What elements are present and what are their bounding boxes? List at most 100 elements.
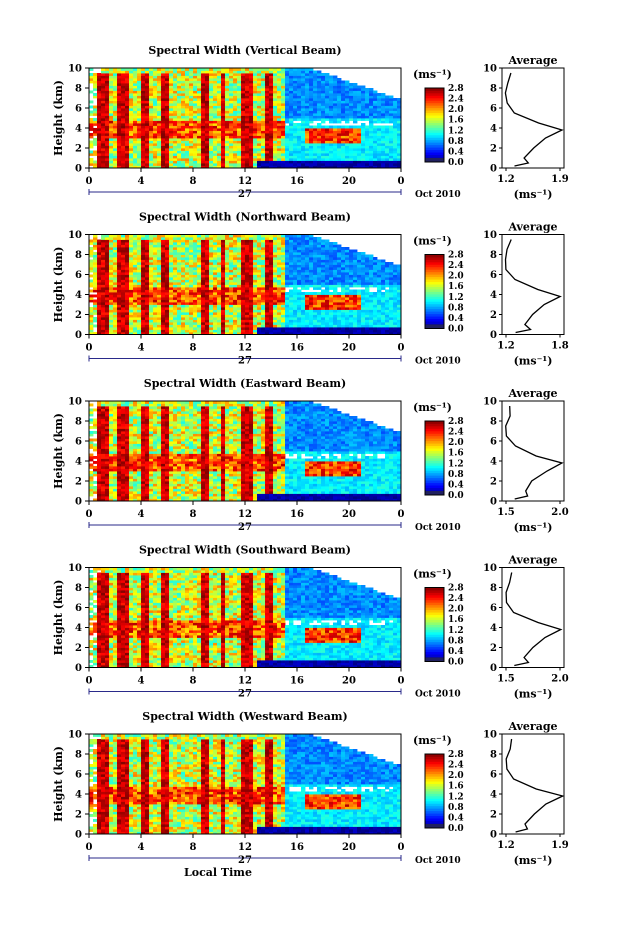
heatmap-cell xyxy=(141,332,146,335)
heatmap-cell xyxy=(129,120,134,124)
heatmap-cell xyxy=(137,163,142,166)
heatmap-cell xyxy=(357,317,362,320)
heatmap-cell xyxy=(113,143,118,146)
heatmap-cell xyxy=(177,302,182,305)
heatmap-cell xyxy=(357,297,362,300)
heatmap-cell xyxy=(393,274,398,278)
heatmap-cell xyxy=(357,284,362,288)
heatmap-cell xyxy=(141,327,146,330)
heatmap-cell xyxy=(137,128,142,131)
heatmap-cell xyxy=(233,282,238,285)
heatmap-cell xyxy=(149,299,154,303)
heatmap-cell xyxy=(381,100,386,104)
heatmap-cell xyxy=(253,158,258,161)
heatmap-cell xyxy=(269,155,274,159)
heatmap-cell xyxy=(193,93,198,96)
heatmap-cell xyxy=(349,299,354,303)
heatmap-cell xyxy=(233,299,238,303)
heatmap-cell xyxy=(173,143,178,146)
heatmap-cell xyxy=(169,322,174,325)
heatmap-cell xyxy=(237,100,242,104)
heatmap-cell xyxy=(117,138,122,141)
heatmap-cell xyxy=(385,312,390,315)
heatmap-cell xyxy=(149,108,154,111)
heatmap-cell xyxy=(329,125,334,129)
heatmap-cell xyxy=(141,148,146,151)
heatmap-cell xyxy=(161,103,166,106)
heatmap-cell xyxy=(321,83,326,86)
heatmap-cell xyxy=(197,105,202,109)
heatmap-cell xyxy=(129,327,134,330)
heatmap-cell xyxy=(153,160,158,164)
profile-y-tick-label: 8 xyxy=(490,84,497,95)
heatmap-cell xyxy=(201,110,206,114)
heatmap-cell xyxy=(293,284,298,288)
heatmap-cell xyxy=(357,309,362,313)
heatmap-cell xyxy=(369,108,374,111)
heatmap-cell xyxy=(317,309,322,313)
heatmap-cell xyxy=(361,128,366,131)
heatmap-cell xyxy=(277,322,282,325)
heatmap-cell xyxy=(153,118,158,121)
heatmap-cell xyxy=(177,277,182,280)
heatmap-cell xyxy=(313,128,318,131)
heatmap-cell xyxy=(365,302,370,305)
heatmap-cell xyxy=(117,299,122,303)
heatmap-cell xyxy=(373,279,378,283)
heatmap-cell xyxy=(297,279,302,283)
heatmap-cell xyxy=(289,148,294,151)
heatmap-cell xyxy=(341,165,346,169)
heatmap-cell xyxy=(361,324,366,328)
heatmap-cell xyxy=(189,322,194,325)
heatmap-cell xyxy=(109,90,114,94)
heatmap-cell xyxy=(101,148,106,151)
heatmap-cell xyxy=(113,93,118,96)
heatmap-cell xyxy=(109,309,114,313)
heatmap-cell xyxy=(325,88,330,91)
heatmap-cell xyxy=(397,130,402,134)
heatmap-cell xyxy=(113,163,118,166)
heatmap-cell xyxy=(165,70,170,74)
heatmap-cell xyxy=(269,78,274,81)
heatmap-cell xyxy=(273,309,278,313)
heatmap-cell xyxy=(153,319,158,323)
heatmap-cell xyxy=(117,158,122,161)
heatmap-cell xyxy=(369,123,374,126)
heatmap-cell xyxy=(285,294,290,298)
heatmap-cell xyxy=(145,299,150,303)
heatmap-cell xyxy=(161,148,166,151)
heatmap-cell xyxy=(133,269,138,273)
heatmap-cell xyxy=(273,145,278,149)
heatmap-cell xyxy=(373,100,378,104)
heatmap-cell xyxy=(221,88,226,91)
heatmap-cell xyxy=(341,103,346,106)
heatmap-cell xyxy=(101,110,106,114)
heatmap-cell xyxy=(217,322,222,325)
heatmap-cell xyxy=(141,297,146,300)
heatmap-cell xyxy=(313,322,318,325)
heatmap-cell xyxy=(289,75,294,79)
heatmap-cell xyxy=(217,299,222,303)
heatmap-cell xyxy=(265,322,270,325)
heatmap-cell xyxy=(169,158,174,161)
heatmap-cell xyxy=(325,98,330,101)
heatmap-cell xyxy=(353,302,358,305)
heatmap-cell xyxy=(289,299,294,303)
heatmap-cell xyxy=(373,299,378,303)
heatmap-cell xyxy=(113,297,118,300)
heatmap-cell xyxy=(129,78,134,81)
heatmap-cell xyxy=(361,163,366,166)
heatmap-cell xyxy=(149,68,154,71)
heatmap-cell xyxy=(189,78,194,81)
heatmap-cell xyxy=(333,130,338,134)
heatmap-cell xyxy=(317,319,322,323)
heatmap-cell xyxy=(321,88,326,91)
heatmap-cell xyxy=(117,88,122,91)
heatmap-cell xyxy=(185,75,190,79)
heatmap-cell xyxy=(269,317,274,320)
heatmap-cell xyxy=(245,85,250,89)
heatmap-cell xyxy=(321,160,326,164)
heatmap-cell xyxy=(397,332,402,335)
heatmap-cell xyxy=(341,143,346,146)
heatmap-cell xyxy=(253,98,258,101)
